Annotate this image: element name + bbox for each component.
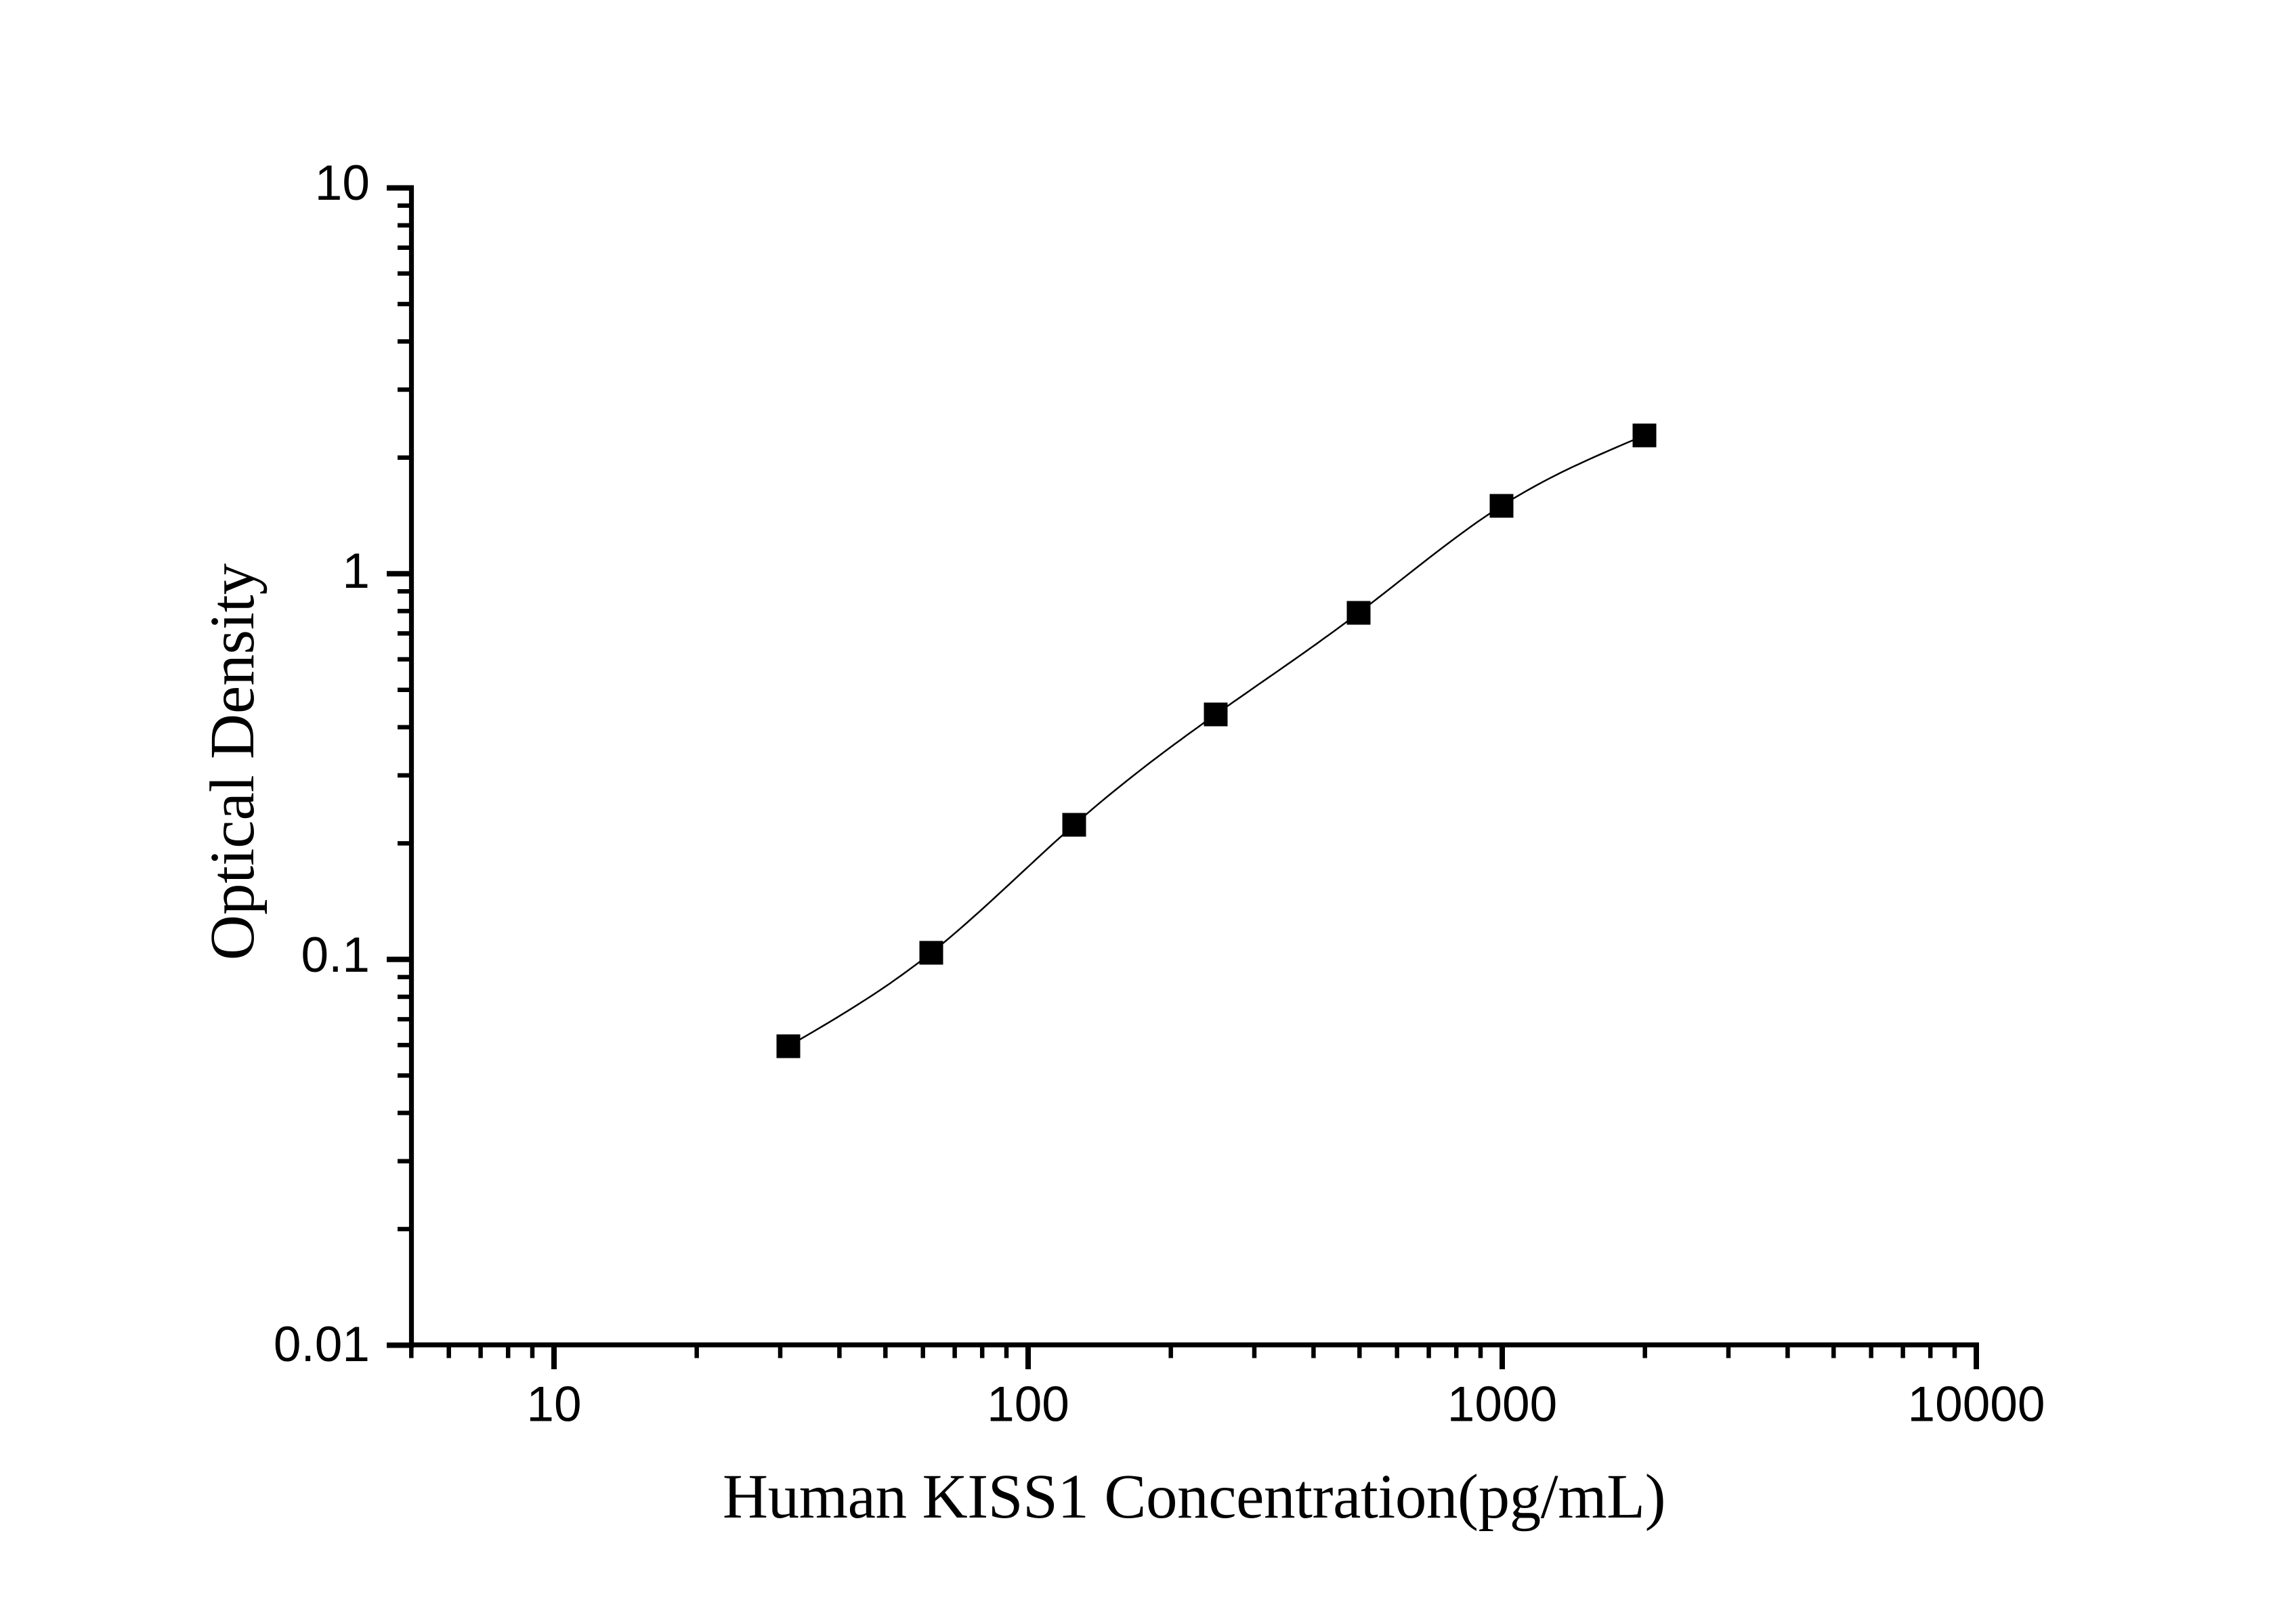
svg-text:10000: 10000 [1908,1377,2045,1432]
svg-text:1000: 1000 [1447,1377,1557,1432]
svg-text:Optical Density: Optical Density [198,563,268,960]
svg-text:0.1: 0.1 [301,928,370,983]
svg-text:Human KISS1 Concentration(pg/m: Human KISS1 Concentration(pg/mL) [723,1462,1665,1532]
svg-text:0.01: 0.01 [274,1317,370,1372]
svg-text:10: 10 [526,1377,581,1432]
svg-text:10: 10 [315,156,370,211]
svg-text:100: 100 [987,1377,1069,1432]
svg-text:1: 1 [342,544,370,599]
